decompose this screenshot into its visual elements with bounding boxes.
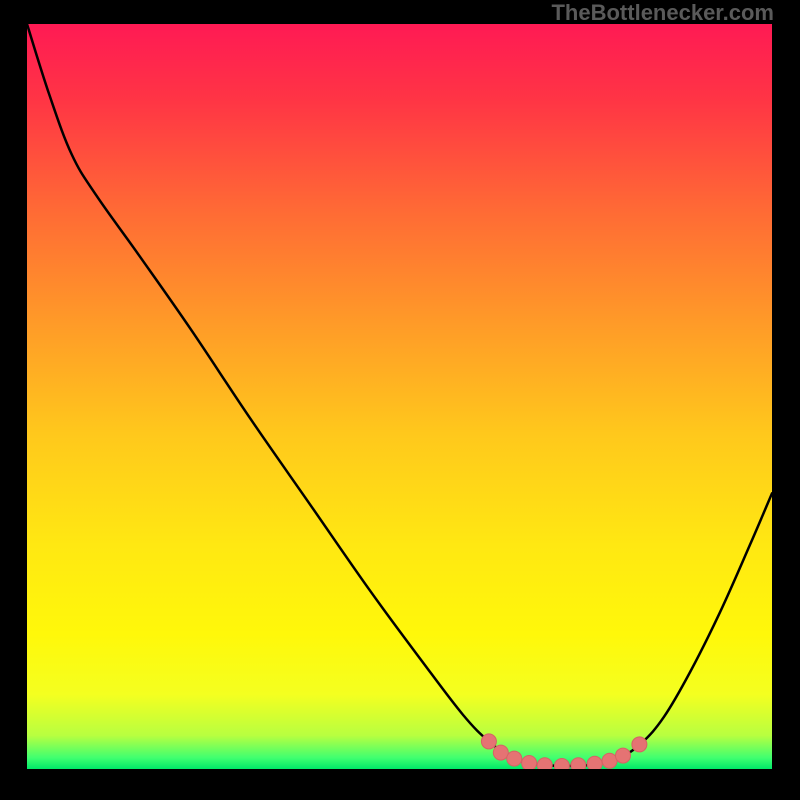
trough-marker [602,753,617,768]
trough-marker [571,758,586,769]
trough-marker [507,751,522,766]
trough-marker [632,737,647,752]
trough-marker [493,745,508,760]
trough-marker [587,756,602,769]
bottleneck-chart: TheBottlenecker.com [0,0,800,800]
curve-layer [27,24,772,769]
bottleneck-curve [27,24,772,766]
plot-area [27,24,772,769]
trough-markers [481,734,646,769]
trough-marker [616,748,631,763]
trough-marker [537,758,552,769]
trough-marker [522,756,537,769]
watermark-text: TheBottlenecker.com [551,0,774,26]
trough-marker [554,759,569,769]
trough-marker [481,734,496,749]
